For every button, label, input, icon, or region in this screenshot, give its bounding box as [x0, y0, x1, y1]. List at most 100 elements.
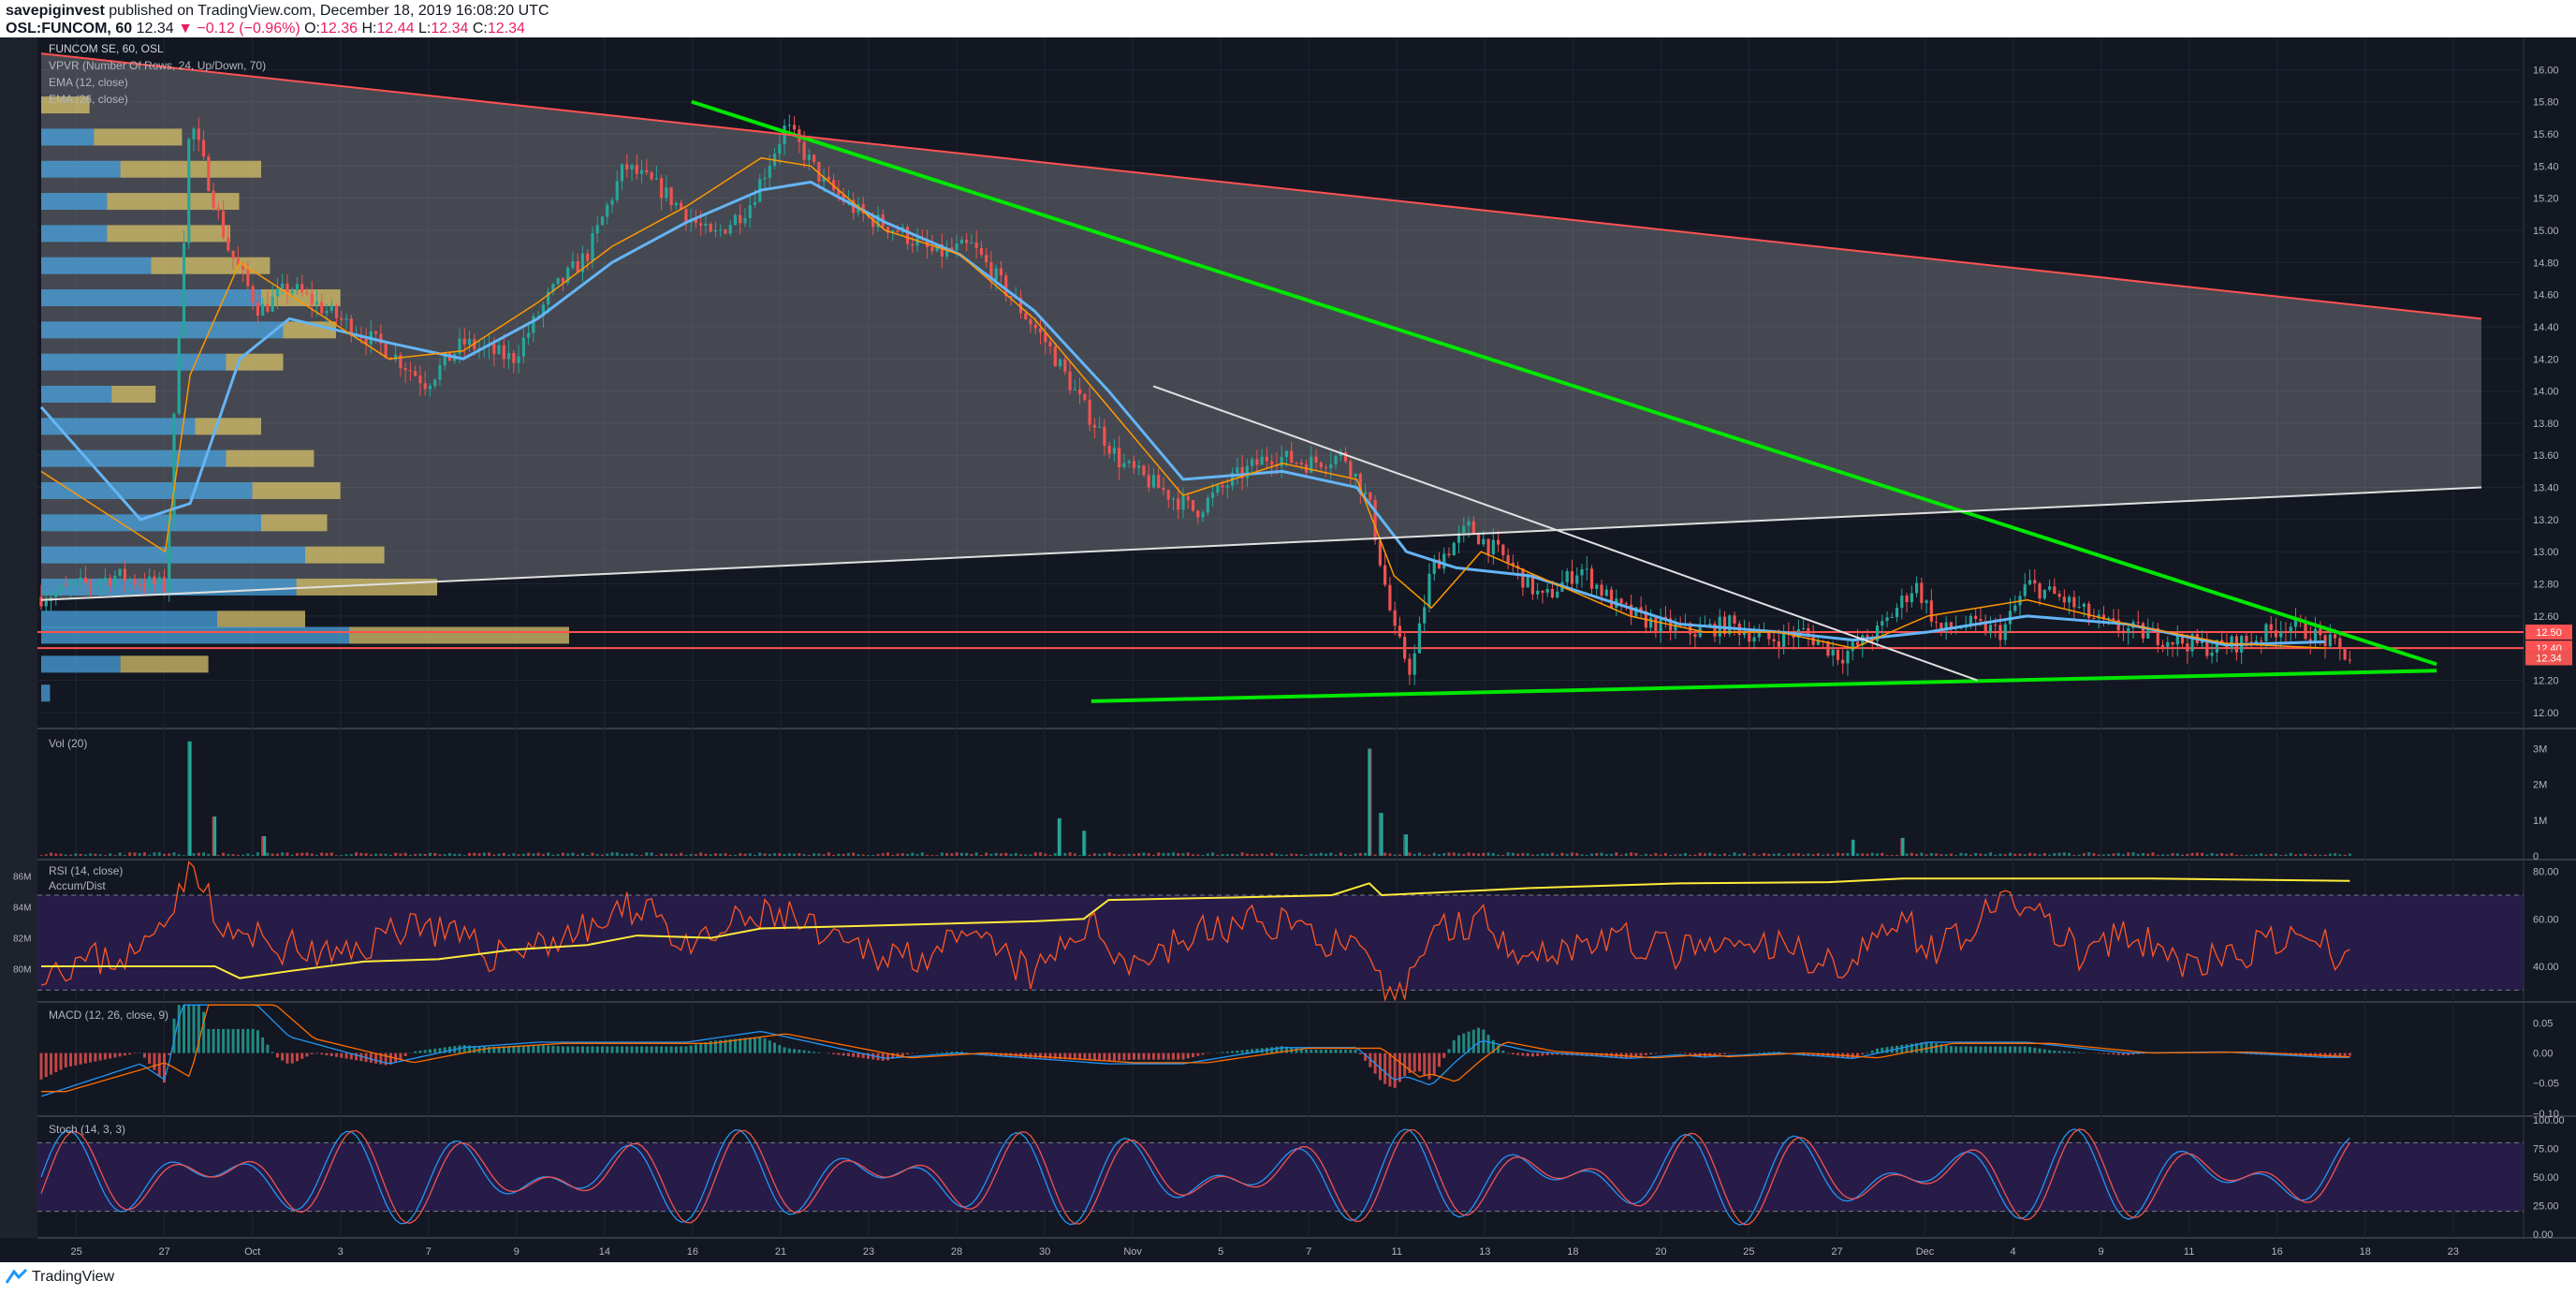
candle-body	[1885, 617, 1889, 622]
volume-bar	[1240, 852, 1244, 856]
candle-body	[1846, 651, 1850, 664]
candle-body	[999, 268, 1003, 276]
candle-body	[1151, 475, 1156, 488]
macd-histogram-bar	[1545, 1052, 1549, 1056]
tradingview-logo-icon[interactable]	[6, 1268, 28, 1285]
volume-bar	[2284, 854, 2288, 856]
volume-spike-bar	[1852, 839, 1855, 856]
macd-histogram-bar	[1083, 1052, 1087, 1061]
candle-body	[1782, 631, 1786, 647]
x-tick-label: 18	[1567, 1246, 1578, 1258]
macd-histogram-bar	[1319, 1050, 1323, 1053]
price-tick-label: 12.80	[2533, 580, 2559, 591]
volume-bar	[1388, 853, 1392, 856]
candle-body	[1556, 591, 1559, 598]
volume-bar	[118, 852, 122, 856]
chart-canvas[interactable]: 25 27 Oct 3 7 9 14 16 21 23 28 30 Nov 5 7 11 13 18 20 25 27 D…	[0, 37, 2576, 1262]
volume-bar	[763, 853, 767, 856]
macd-histogram-bar	[295, 1052, 299, 1062]
candle-body	[300, 284, 304, 293]
volume-bar	[2195, 852, 2199, 856]
volume-spike-bar	[1057, 817, 1061, 856]
stoch-tick-label: 50.00	[2533, 1172, 2559, 1184]
macd-histogram-bar	[1325, 1050, 1328, 1053]
volume-bar	[2299, 854, 2303, 856]
volume-bar	[1836, 852, 1839, 856]
candle-body	[1733, 615, 1736, 624]
volume-bar	[256, 852, 259, 856]
x-tick-label: 16	[2272, 1246, 2283, 1258]
macd-histogram-bar	[1329, 1050, 1333, 1053]
candle-body	[271, 296, 274, 312]
chart-background	[0, 37, 2576, 1262]
volume-bar	[1393, 854, 1397, 856]
volume-bar	[138, 853, 141, 856]
volume-bar	[669, 853, 673, 856]
volume-bar	[635, 854, 638, 856]
candle-body	[606, 204, 609, 217]
x-tick-label: 14	[599, 1246, 610, 1258]
volume-bar	[1708, 852, 1712, 856]
volume-bar	[1137, 853, 1141, 856]
macd-tick-label: −0.05	[2533, 1079, 2559, 1090]
macd-histogram-bar	[1236, 1051, 1239, 1053]
candle-body	[1506, 554, 1510, 563]
candle-body	[704, 224, 708, 227]
macd-histogram-bar	[329, 1052, 333, 1056]
macd-histogram-bar	[1284, 1046, 1288, 1053]
candle-body	[2062, 596, 2066, 603]
trendline-channel-top	[40, 52, 2482, 320]
publisher-name[interactable]: savepiginvest	[6, 3, 105, 19]
candle-body	[1983, 621, 1987, 634]
macd-histogram-bar	[251, 1028, 255, 1053]
candle-body	[1314, 456, 1318, 463]
candle-body	[2160, 644, 2165, 647]
volume-bar	[1944, 854, 1948, 856]
macd-histogram-bar	[1486, 1035, 1490, 1053]
volume-bar	[2175, 853, 2179, 856]
volume-bar	[615, 852, 619, 856]
volume-bar	[1270, 852, 1274, 856]
candle-body	[1423, 607, 1427, 624]
candle-body	[2072, 596, 2076, 608]
candle-body	[532, 316, 535, 333]
candle-body	[1127, 461, 1131, 464]
volume-bar	[2038, 854, 2042, 856]
brand-name[interactable]: TradingView	[32, 1269, 115, 1285]
volume-bar	[1826, 853, 1830, 856]
trendline-lower-rising	[1090, 669, 2437, 703]
volume-bar	[168, 853, 171, 856]
volume-bar	[940, 852, 944, 856]
volume-bar	[1275, 853, 1279, 856]
candle-body	[561, 277, 565, 283]
x-tick-label: 5	[1218, 1246, 1223, 1258]
volume-bar	[399, 853, 402, 856]
macd-histogram-bar	[1201, 1052, 1205, 1055]
volume-bar	[123, 854, 126, 856]
macd-histogram-bar	[482, 1046, 486, 1053]
candle-body	[1870, 640, 1874, 642]
volume-spike-bar	[1368, 748, 1371, 856]
volume-bar	[1373, 854, 1377, 856]
candle-body	[497, 345, 501, 355]
candle-body	[1467, 521, 1471, 526]
candle-body	[709, 224, 712, 232]
candle-body	[506, 352, 511, 360]
macd-histogram-bar	[846, 1052, 850, 1057]
legend-text: VPVR (Number Of Rows, 24, Up/Down, 70)	[49, 59, 266, 72]
volume-bar	[359, 852, 363, 856]
macd-histogram-bar	[935, 1052, 939, 1053]
candle-body	[1171, 498, 1176, 500]
volume-bar	[1763, 853, 1766, 856]
macd-histogram-bar	[1501, 1050, 1505, 1053]
candle-body	[148, 576, 152, 588]
candle-body	[1836, 649, 1840, 660]
macd-histogram-bar	[403, 1052, 407, 1056]
macd-histogram-bar	[340, 1052, 344, 1058]
volume-bar	[1979, 853, 1983, 856]
volume-bar	[1486, 852, 1490, 856]
volume-bar	[536, 852, 540, 856]
macd-histogram-bar	[1177, 1052, 1180, 1060]
candle-body	[128, 579, 132, 581]
volume-bar	[2151, 852, 2155, 856]
